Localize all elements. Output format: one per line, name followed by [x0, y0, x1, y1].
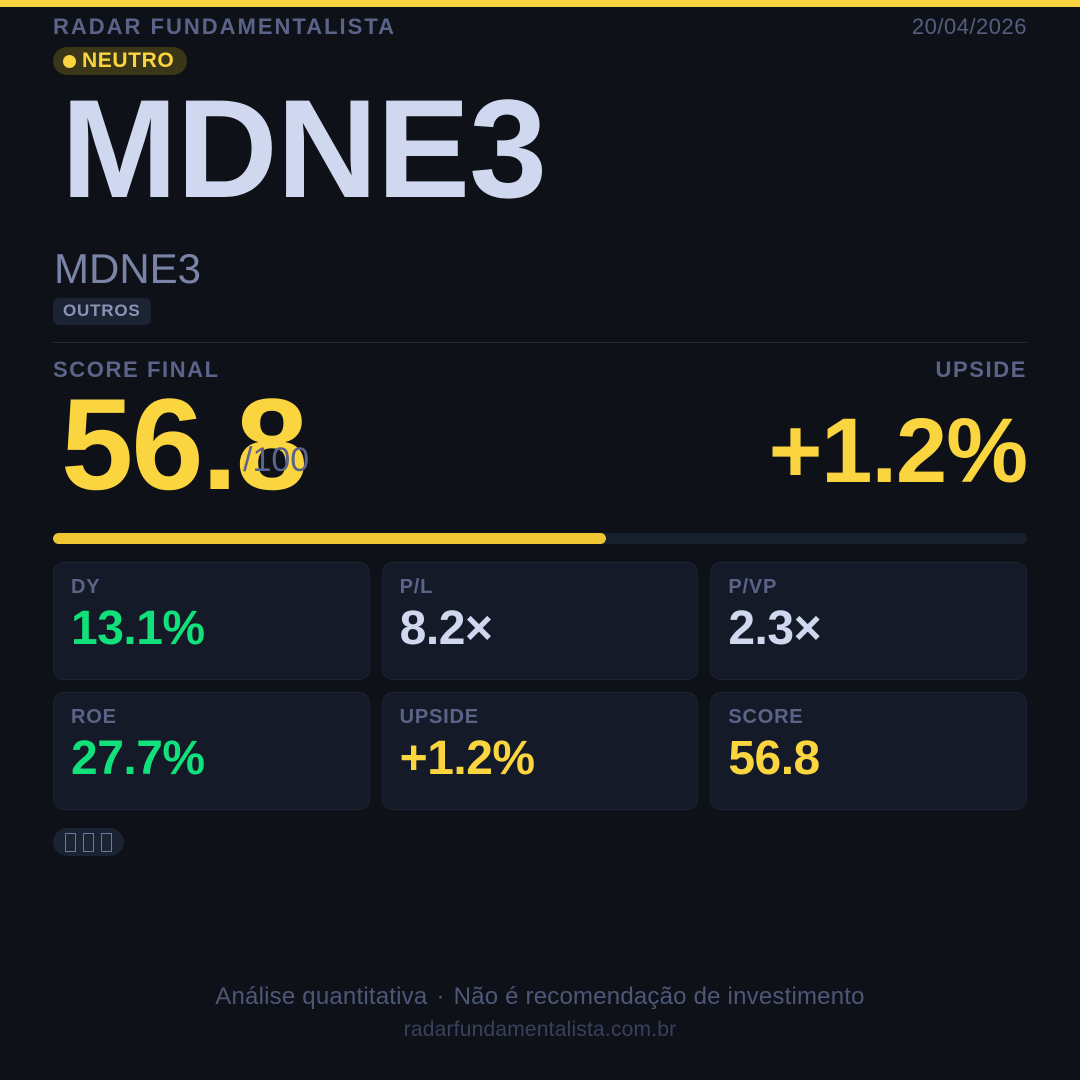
footer-site-url: radarfundamentalista.com.br	[403, 1018, 677, 1041]
metric-value: 56.8	[728, 731, 1009, 786]
status-dot-icon	[63, 54, 76, 68]
score-labels-row: SCORE FINAL UPSIDE	[53, 357, 1027, 383]
ticker-symbol-large: MDNE3	[61, 70, 547, 227]
section-divider	[53, 342, 1027, 344]
metric-value: +1.2%	[400, 731, 681, 786]
score-final-label: SCORE FINAL	[53, 357, 220, 383]
metric-label: UPSIDE	[399, 706, 479, 729]
metric-value: 8.2×	[400, 601, 681, 656]
metric-label: SCORE	[728, 706, 804, 729]
metric-card-score[interactable]: SCORE 56.8	[710, 692, 1027, 811]
header: RADAR FUNDAMENTALISTA 20/04/2026	[53, 7, 1027, 40]
metric-label: DY	[71, 576, 101, 599]
metric-number: +1.2%	[399, 732, 535, 786]
metric-number: 27.7%	[71, 732, 205, 786]
upside-label: UPSIDE	[935, 357, 1027, 383]
sector-row: OUTROS	[53, 298, 1027, 326]
metric-value: 2.3×	[728, 601, 1009, 656]
footer-separator: ·	[436, 983, 445, 1010]
metric-unit: ×	[793, 602, 822, 656]
missing-glyph-icon	[65, 832, 76, 852]
missing-glyph-icon	[83, 832, 94, 852]
metric-card-upside[interactable]: UPSIDE +1.2%	[381, 692, 699, 811]
footer-disclaimer-part1: Análise quantitativa	[215, 983, 428, 1010]
metric-number: 2.3	[728, 602, 794, 656]
metric-label: ROE	[71, 706, 117, 729]
metric-grid: DY 13.1% P/L 8.2× P/VP 2.3× ROE 27.7% UP…	[53, 562, 1027, 811]
metric-number: 8.2	[399, 602, 466, 656]
upside-value: +1.2%	[768, 400, 1028, 503]
report-date: 20/04/2026	[911, 14, 1027, 39]
score-section: SCORE FINAL UPSIDE 56.8 /100 +1.2%	[53, 357, 1028, 518]
metric-label: P/VP	[728, 576, 778, 599]
score-values-row: 56.8 /100 +1.2%	[53, 371, 1028, 518]
metric-value: 13.1%	[71, 601, 352, 656]
footer-disclaimer-part2: Não é recomendação de investimento	[453, 983, 865, 1010]
metric-label: P/L	[399, 576, 434, 599]
card-root: RADAR FUNDAMENTALISTA 20/04/2026 NEUTRO …	[0, 7, 1080, 1080]
missing-glyph-pill	[53, 828, 124, 857]
footer: Análise quantitativa · Não é recomendação …	[0, 983, 1080, 1042]
metric-unit: ×	[464, 602, 493, 656]
footer-disclaimer: Análise quantitativa · Não é recomendação …	[0, 983, 1080, 1011]
score-value-wrap: 56.8 /100	[61, 371, 309, 518]
metric-number: 56.8	[728, 732, 820, 786]
metric-card-pl[interactable]: P/L 8.2×	[381, 562, 699, 681]
missing-glyph-icon	[101, 832, 112, 852]
metric-card-roe[interactable]: ROE 27.7%	[53, 692, 370, 811]
score-progress-track	[53, 533, 1027, 545]
metric-card-pvp[interactable]: P/VP 2.3×	[710, 562, 1027, 681]
glyph-pill-row	[53, 828, 1027, 858]
metric-number: 13.1%	[71, 602, 205, 656]
score-final-value: 56.8	[61, 371, 308, 518]
company-name: MDNE3	[54, 245, 202, 292]
sector-tag: OUTROS	[53, 298, 151, 326]
metric-card-dy[interactable]: DY 13.1%	[53, 562, 370, 681]
status-badge-row: NEUTRO	[53, 47, 1027, 77]
metric-value: 27.7%	[71, 731, 352, 786]
top-accent-bar	[0, 0, 1080, 7]
status-badge-label: NEUTRO	[82, 49, 175, 72]
brand-title: RADAR FUNDAMENTALISTA	[53, 14, 397, 39]
status-badge: NEUTRO	[53, 47, 188, 75]
score-progress-fill	[53, 533, 607, 545]
